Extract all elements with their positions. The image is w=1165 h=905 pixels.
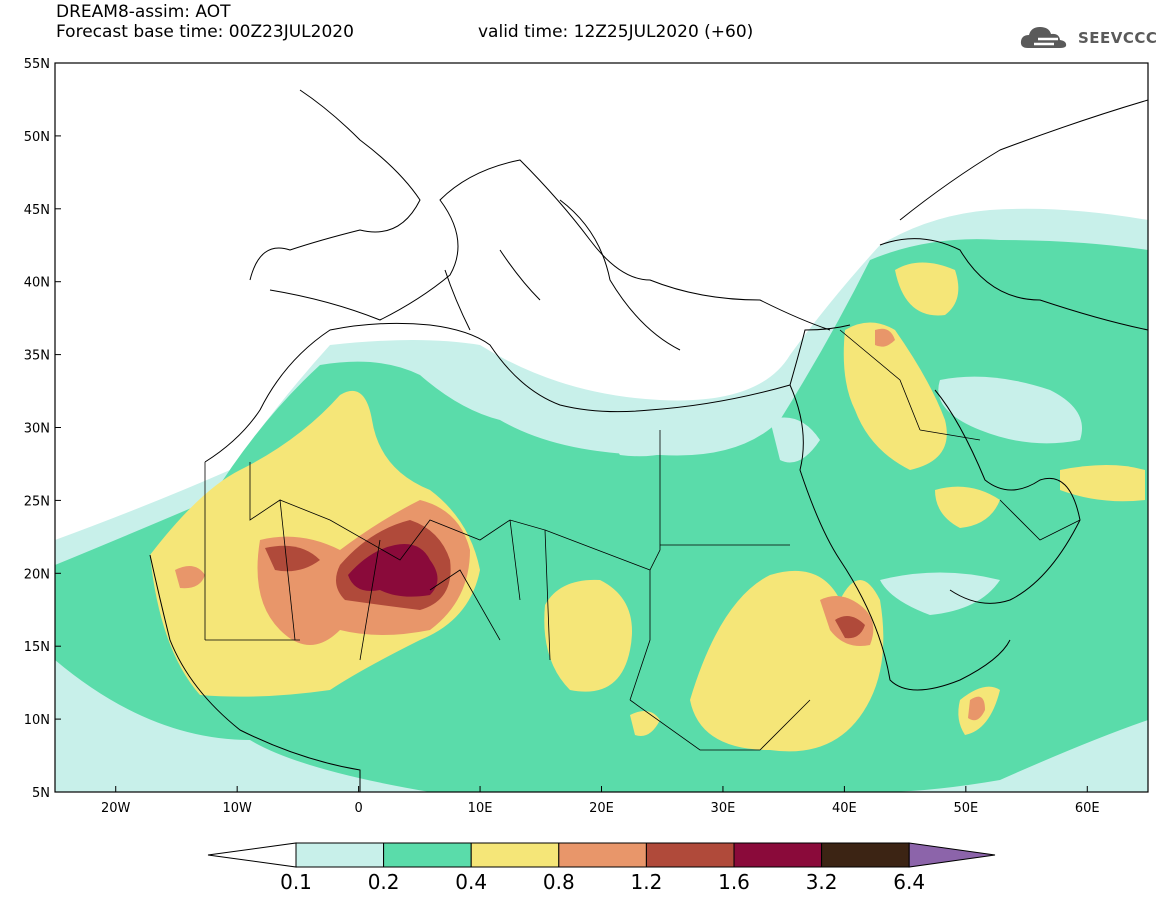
seevccc-logo: SEEVCCC (1018, 22, 1157, 54)
colorbar-segment (733, 842, 823, 868)
colorbar-label: 0.1 (280, 870, 312, 894)
lat-tick-label: 10N (24, 713, 50, 728)
colorbar-label: 6.4 (893, 870, 926, 894)
colorbar-label: 3.2 (805, 870, 838, 894)
valid-time: valid time: 12Z25JUL2020 (+60) (478, 22, 754, 42)
colorbar-segment (645, 842, 735, 868)
colorbar-label: 1.2 (630, 870, 663, 894)
aot-field (55, 63, 1148, 792)
colorbar (207, 842, 996, 868)
lon-tick-label: 20W (101, 801, 131, 816)
colorbar-segment (383, 842, 472, 868)
colorbar-label: 0.8 (542, 870, 575, 894)
colorbar-label: 0.4 (455, 870, 488, 894)
forecast-base-time: Forecast base time: 00Z23JUL2020 (56, 22, 354, 42)
lon-tick-label: 10E (468, 801, 493, 816)
map-title: DREAM8-assim: AOT (56, 2, 231, 22)
aot-contour-1.6 (348, 544, 438, 597)
coastlines (149, 89, 1148, 792)
aot-contour-1.2 (265, 545, 320, 572)
colorbar-segment (470, 842, 560, 868)
lat-tick-label: 25N (24, 494, 50, 509)
lon-tick-label: 20E (589, 801, 614, 816)
lat-tick-label: 35N (24, 349, 50, 364)
lat-tick-label: 55N (24, 57, 50, 72)
colorbar-segment (558, 842, 647, 868)
colorbar-segment (821, 842, 910, 868)
logo-text: SEEVCCC (1078, 29, 1158, 47)
country-borders (204, 329, 1081, 751)
lat-tick-label: 45N (24, 203, 50, 218)
lon-tick-label: 30E (711, 801, 736, 816)
lat-tick-label: 5N (32, 786, 50, 801)
lat-tick-label: 50N (24, 130, 50, 145)
lon-tick-label: 60E (1075, 801, 1100, 816)
lat-tick-label: 20N (24, 567, 50, 582)
axis-ticks: 20W 10W 0 10E 20E 30E 40E 50E 60E 55N 50N 45N 40N 35N… (24, 57, 1100, 816)
colorbar-label: 0.2 (367, 870, 400, 894)
lat-tick-label: 30N (24, 422, 50, 437)
colorbar-over-arrow (908, 842, 996, 868)
lon-tick-label: 10W (222, 801, 252, 816)
lat-tick-label: 15N (24, 640, 50, 655)
lon-tick-label: 50E (953, 801, 978, 816)
cloud-icon (1020, 27, 1067, 48)
lon-tick-label: 40E (832, 801, 857, 816)
lat-tick-label: 40N (24, 276, 50, 291)
colorbar-under-arrow (207, 842, 297, 868)
lon-tick-label: 0 (354, 801, 362, 816)
colorbar-segment (295, 842, 385, 868)
colorbar-label: 1.6 (718, 870, 750, 894)
